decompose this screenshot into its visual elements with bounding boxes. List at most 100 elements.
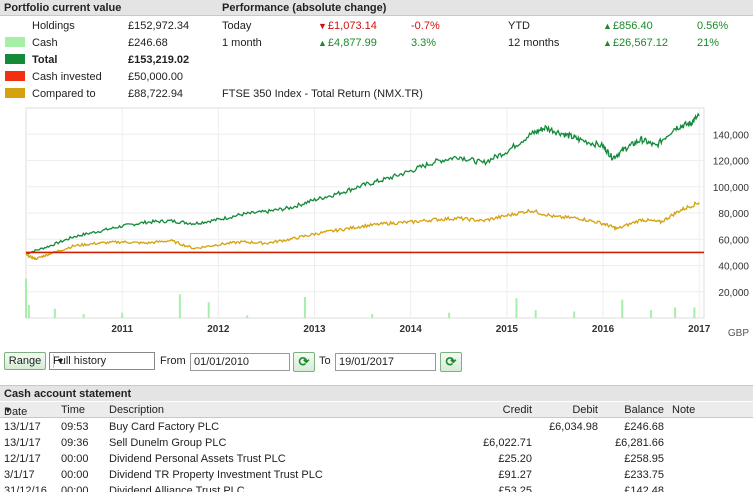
refresh-to-button[interactable]: ⟳ (440, 352, 462, 372)
refresh-icon: ⟳ (445, 354, 457, 369)
cell-time: 00:00 (61, 453, 89, 465)
table-row[interactable]: 3/1/17 00:00 Dividend TR Property Investme… (0, 467, 753, 483)
col-balance[interactable]: Balance (624, 404, 664, 416)
invested-row: Cash invested £50,000.00 (0, 68, 753, 85)
cell-date: 13/1/17 (4, 437, 41, 449)
table-row[interactable]: 13/1/17 09:36 Sell Dunelm Group PLC £6,022.… (0, 435, 753, 451)
cash-label: Cash (32, 37, 58, 49)
total-swatch (5, 54, 25, 64)
holdings-value: £152,972.34 (128, 20, 190, 32)
cell-time: 09:36 (61, 437, 89, 449)
col-debit[interactable]: Debit (572, 404, 598, 416)
table-row[interactable]: 31/12/16 00:00 Dividend Alliance Trust PLC… (0, 483, 753, 492)
invested-swatch (5, 71, 25, 81)
year-label: 12 months (508, 37, 560, 49)
col-note[interactable]: Note (672, 404, 696, 416)
invested-value: £50,000.00 (128, 71, 184, 83)
statement-title: Cash account statement (4, 388, 132, 400)
col-credit[interactable]: Credit (502, 404, 532, 416)
from-label: From (160, 355, 186, 367)
cash-row: Cash £246.68 1 month ▲£4,877.99 3.3% 12 … (0, 34, 753, 51)
cash-bar (121, 312, 124, 318)
ytd-label: YTD (508, 20, 530, 32)
month-change: ▲£4,877.99 (318, 37, 377, 49)
col-description[interactable]: Description (109, 404, 165, 416)
x-tick-label: 2017 (688, 324, 711, 335)
series-line-compared-to (25, 200, 700, 261)
today-label: Today (222, 20, 252, 32)
invested-label: Cash invested (32, 71, 102, 83)
cell-desc: Buy Card Factory PLC (109, 421, 220, 433)
from-date-input[interactable]: 01/01/2010 (190, 353, 290, 371)
compared-label: Compared to (32, 88, 96, 100)
y-tick-label: 140,000 (713, 130, 750, 141)
cash-bar (207, 302, 210, 318)
x-tick-label: 2011 (111, 324, 133, 335)
cell-time: 09:53 (61, 421, 89, 433)
cash-bar (246, 315, 249, 318)
x-tick-label: 2016 (592, 324, 615, 335)
cell-balance: £233.75 (624, 469, 664, 481)
cash-bar (621, 299, 624, 318)
cash-value: £246.68 (128, 37, 168, 49)
cell-desc: Dividend TR Property Investment Trust PL… (109, 469, 323, 481)
table-row[interactable]: 13/1/17 09:53 Buy Card Factory PLC £6,034.9… (0, 419, 753, 435)
cash-bar (534, 310, 537, 318)
range-select[interactable]: Full history ▼ (49, 352, 155, 370)
sort-desc-icon: ▼ (4, 406, 12, 415)
performance-header: Performance (absolute change) (222, 2, 387, 14)
range-button[interactable]: Range (4, 352, 46, 370)
up-triangle-icon: ▲ (603, 38, 612, 48)
cell-date: 31/12/16 (4, 485, 47, 492)
total-value: £153,219.02 (128, 54, 190, 66)
to-date-input[interactable]: 19/01/2017 (335, 353, 436, 371)
cell-credit: £53.25 (498, 485, 532, 492)
cell-date: 12/1/17 (4, 453, 41, 465)
cash-bar (371, 314, 374, 318)
cash-bar (178, 294, 181, 318)
chevron-down-icon: ▼ (53, 354, 67, 368)
cash-bar (27, 304, 30, 318)
to-label: To (319, 355, 331, 367)
x-tick-label: 2012 (207, 324, 230, 335)
refresh-from-button[interactable]: ⟳ (293, 352, 315, 372)
col-time[interactable]: Time (61, 404, 86, 416)
today-change: ▼£1,073.14 (318, 20, 377, 32)
y-tick-label: 80,000 (718, 209, 749, 220)
statement-header-bar: Cash account statement (0, 385, 753, 401)
refresh-icon: ⟳ (298, 354, 310, 369)
compared-swatch (5, 88, 25, 98)
total-label: Total (32, 54, 58, 66)
y-tick-label: 60,000 (718, 235, 749, 246)
holdings-row: Holdings £152,972.34 Today ▼£1,073.14 -0… (0, 17, 753, 34)
cell-time: 00:00 (61, 469, 89, 481)
year-pct: 21% (697, 37, 720, 49)
up-triangle-icon: ▲ (603, 21, 612, 31)
cell-balance: £6,281.66 (615, 437, 664, 449)
table-row[interactable]: 12/1/17 00:00 Dividend Personal Assets Tru… (0, 451, 753, 467)
range-toolbar: Range Full history ▼ From 01/01/2010 ⟳ T… (0, 348, 753, 376)
series-line-total (25, 112, 700, 255)
cell-time: 00:00 (61, 485, 89, 492)
y-unit-label: GBP (728, 328, 749, 339)
cell-desc: Sell Dunelm Group PLC (109, 437, 227, 449)
cash-bar (303, 297, 306, 318)
cell-date: 13/1/17 (4, 421, 41, 433)
x-tick-label: 2015 (496, 324, 519, 335)
cell-balance: £258.95 (624, 453, 664, 465)
portfolio-chart[interactable]: 20,000 40,000 60,000 80,000 100,000 120,000 14… (0, 102, 753, 340)
compared-index-name: FTSE 350 Index - Total Return (NMX.TR) (222, 88, 423, 100)
holdings-label: Holdings (32, 20, 75, 32)
cell-credit: £6,022.71 (483, 437, 532, 449)
compared-value: £88,722.94 (128, 88, 184, 100)
portfolio-header: Portfolio current value (4, 2, 122, 14)
cash-bar (25, 278, 27, 318)
x-tick-label: 2013 (303, 324, 326, 335)
y-tick-label: 20,000 (718, 288, 749, 299)
down-triangle-icon: ▼ (318, 21, 327, 31)
cell-desc: Dividend Alliance Trust PLC (109, 485, 245, 492)
cash-bar (515, 298, 518, 318)
y-tick-label: 40,000 (718, 262, 749, 273)
total-row: Total £153,219.02 (0, 51, 753, 68)
y-tick-label: 120,000 (713, 157, 750, 168)
